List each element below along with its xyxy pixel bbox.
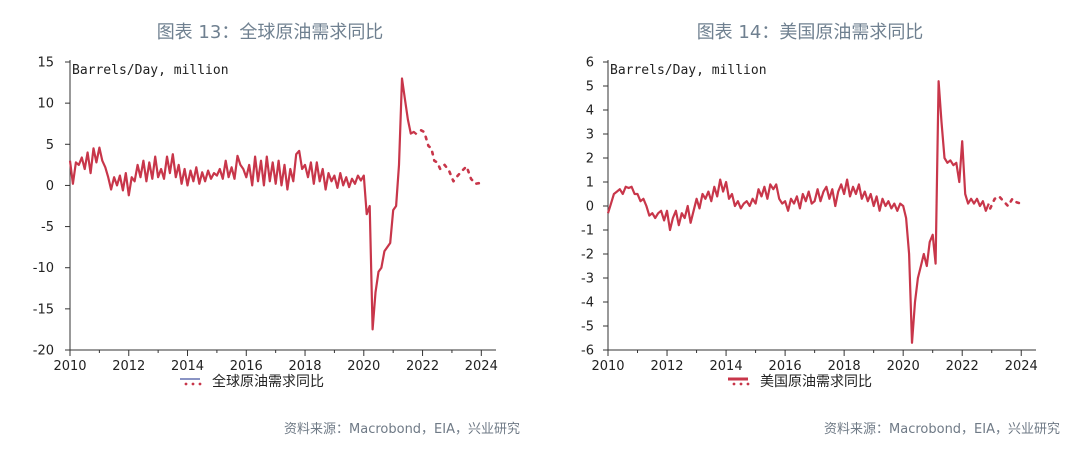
y-tick-label: 1 <box>586 176 594 191</box>
y-tick-label: -6 <box>581 344 594 359</box>
chart-panel-global: 图表 13：全球原油需求同比 15 10 5 0 -5 -10 -15 -20 2010 2012… <box>33 22 520 437</box>
actual-series-line <box>606 80 990 344</box>
legend-swatch-forecast <box>732 382 736 386</box>
y-tick-label: 6 <box>586 56 594 71</box>
unit-label: Barrels/Day, million <box>72 63 229 78</box>
x-tick-label: 2024 <box>1005 359 1038 374</box>
x-tick-label: 2022 <box>406 359 439 374</box>
y-tick-label: 4 <box>586 104 594 119</box>
x-tick-label: 2020 <box>887 359 920 374</box>
forecast-series-line <box>419 129 482 186</box>
y-tick-label: -1 <box>581 224 594 239</box>
y-tick-label: 3 <box>586 128 594 143</box>
legend-swatch-forecast <box>198 382 202 386</box>
y-tick-label: 5 <box>46 138 54 153</box>
source-note: 资料来源：Macrobond，EIA，兴业研究 <box>284 422 520 437</box>
y-tick-label: 0 <box>46 179 54 194</box>
x-tick-label: 2014 <box>710 359 743 374</box>
x-tick-label: 2012 <box>650 359 683 374</box>
y-tick-label: -4 <box>581 296 594 311</box>
x-tick-label: 2022 <box>946 359 979 374</box>
legend: 美国原油需求同比 <box>728 374 872 390</box>
chart-panel-us: 图表 14：美国原油需求同比 6 5 4 3 2 1 0 -1 -2 -3 -4 -5 -6 2010 20… <box>540 0 1080 461</box>
forecast-series-line <box>988 195 1023 210</box>
legend: 全球原油需求同比 <box>180 373 324 390</box>
y-tick-label: -15 <box>33 302 54 317</box>
y-tick-label: -5 <box>581 320 594 335</box>
source-note: 资料来源：Macrobond，EIA，兴业研究 <box>824 422 1060 437</box>
y-tick-label: -20 <box>33 344 54 359</box>
y-tick-label: 0 <box>586 200 594 215</box>
legend-label: 全球原油需求同比 <box>212 373 324 390</box>
x-tick-label: 2020 <box>347 359 380 374</box>
actual-series-line <box>68 77 418 331</box>
x-tick-label: 2018 <box>288 359 321 374</box>
x-tick-label: 2010 <box>53 359 86 374</box>
y-tick-label: -3 <box>581 272 594 287</box>
legend-label: 美国原油需求同比 <box>760 374 872 390</box>
chart-title: 图表 14：美国原油需求同比 <box>696 22 924 43</box>
y-tick-label: 15 <box>37 56 54 71</box>
x-tick-label: 2010 <box>591 359 624 374</box>
legend-swatch-forecast <box>746 382 750 386</box>
y-tick-label: 5 <box>586 80 594 95</box>
y-tick-label: 10 <box>37 97 54 112</box>
legend-swatch-forecast <box>184 382 188 386</box>
y-tick-label: -2 <box>581 248 594 263</box>
x-tick-label: 2016 <box>230 359 263 374</box>
x-tick-label: 2016 <box>769 359 802 374</box>
chart-title: 图表 13：全球原油需求同比 <box>156 22 384 43</box>
x-tick-label: 2014 <box>171 359 204 374</box>
legend-swatch-forecast <box>191 382 195 386</box>
unit-label: Barrels/Day, million <box>610 63 767 78</box>
y-tick-label: -5 <box>41 220 54 235</box>
legend-swatch-forecast <box>739 382 743 386</box>
x-tick-label: 2024 <box>465 359 498 374</box>
y-tick-label: 2 <box>586 152 594 167</box>
x-tick-label: 2012 <box>112 359 145 374</box>
y-tick-label: -10 <box>33 261 54 276</box>
x-tick-label: 2018 <box>828 359 861 374</box>
